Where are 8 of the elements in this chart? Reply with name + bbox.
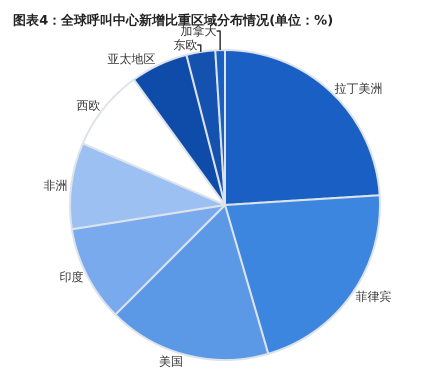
slice-label: 西欧 — [76, 98, 101, 112]
slice-label: 菲律宾 — [355, 289, 392, 304]
slice-label: 非洲 — [44, 178, 68, 192]
slice-label: 亚太地区 — [108, 52, 156, 66]
slice-label: 拉丁美洲 — [334, 81, 383, 96]
slice-label: 印度 — [59, 270, 84, 284]
slice-label: 美国 — [158, 354, 183, 369]
slice-label: 东欧 — [173, 38, 198, 52]
